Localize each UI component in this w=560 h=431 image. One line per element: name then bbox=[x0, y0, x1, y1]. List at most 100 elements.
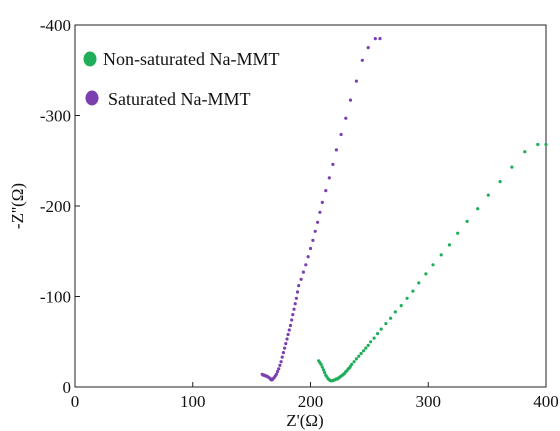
data-point bbox=[536, 142, 540, 147]
data-point bbox=[285, 337, 289, 341]
x-axis: 0 100 200 300 400 bbox=[71, 382, 559, 411]
y-tick-label: 0 bbox=[63, 378, 72, 397]
data-point bbox=[348, 98, 353, 102]
series-saturated bbox=[260, 37, 382, 382]
data-point bbox=[320, 200, 324, 204]
x-tick-label: 300 bbox=[416, 392, 442, 411]
data-point bbox=[284, 342, 288, 346]
data-point bbox=[339, 132, 343, 137]
data-point bbox=[275, 370, 280, 374]
x-axis-title: Z'(Ω) bbox=[286, 411, 323, 430]
data-point bbox=[393, 310, 397, 314]
data-point bbox=[373, 37, 377, 41]
data-point bbox=[361, 349, 366, 353]
data-point bbox=[280, 355, 284, 359]
data-point bbox=[324, 189, 328, 193]
data-point bbox=[486, 193, 490, 197]
data-point bbox=[417, 281, 421, 285]
data-point bbox=[323, 370, 327, 375]
legend-label-non-saturated: Non-saturated Na-MMT bbox=[103, 49, 279, 69]
data-point bbox=[439, 253, 443, 257]
x-tick-label: 400 bbox=[533, 392, 559, 411]
data-point bbox=[523, 150, 527, 154]
y-tick-label: -400 bbox=[40, 16, 71, 35]
data-point bbox=[379, 327, 383, 331]
data-point bbox=[334, 148, 338, 152]
data-point bbox=[405, 296, 409, 300]
data-point bbox=[288, 323, 293, 328]
legend-marker-non-saturated bbox=[83, 51, 97, 67]
data-point bbox=[311, 238, 315, 242]
data-point bbox=[465, 219, 469, 223]
data-point bbox=[316, 220, 320, 224]
series-non-saturated bbox=[317, 142, 548, 383]
data-point bbox=[286, 332, 290, 337]
data-point bbox=[364, 346, 368, 350]
x-tick-label: 0 bbox=[71, 392, 80, 411]
data-point bbox=[308, 246, 313, 251]
data-point bbox=[424, 272, 428, 276]
legend: Non-saturated Na-MMT Saturated Na-MMT bbox=[83, 49, 279, 109]
data-point bbox=[354, 79, 358, 83]
data-point bbox=[431, 263, 435, 267]
data-point bbox=[357, 354, 361, 358]
plot-frame bbox=[74, 24, 547, 388]
data-point bbox=[290, 318, 294, 322]
legend-item-non-saturated: Non-saturated Na-MMT bbox=[83, 49, 279, 69]
data-point bbox=[384, 322, 388, 326]
data-point bbox=[498, 180, 502, 184]
data-point bbox=[476, 207, 480, 211]
data-point bbox=[331, 162, 335, 166]
data-point bbox=[281, 351, 285, 355]
legend-marker-saturated bbox=[85, 90, 99, 106]
data-point bbox=[321, 368, 326, 372]
data-point bbox=[293, 302, 297, 306]
y-tick-label: -200 bbox=[40, 197, 71, 216]
data-point bbox=[352, 360, 356, 364]
data-point bbox=[297, 284, 301, 288]
data-point bbox=[510, 165, 514, 169]
data-point bbox=[278, 363, 282, 367]
data-point bbox=[350, 362, 354, 366]
data-point bbox=[369, 340, 373, 344]
data-point bbox=[359, 351, 363, 356]
y-axis: 0 -100 -200 -300 -400 bbox=[40, 16, 80, 397]
x-tick-label: 200 bbox=[298, 392, 324, 411]
data-point bbox=[279, 360, 283, 364]
data-point bbox=[447, 243, 451, 247]
data-point bbox=[295, 290, 300, 294]
data-point bbox=[399, 304, 403, 308]
data-point bbox=[411, 289, 415, 293]
data-point bbox=[294, 296, 298, 300]
data-point bbox=[327, 176, 331, 180]
data-point bbox=[354, 357, 358, 361]
data-point bbox=[320, 365, 324, 369]
data-point bbox=[277, 367, 281, 371]
data-point bbox=[301, 270, 305, 274]
data-point bbox=[389, 316, 393, 320]
data-point bbox=[366, 343, 370, 347]
data-point bbox=[306, 255, 310, 259]
data-point bbox=[283, 346, 287, 350]
data-point bbox=[456, 231, 460, 235]
data-point bbox=[372, 336, 376, 340]
data-point bbox=[291, 313, 295, 317]
legend-item-saturated: Saturated Na-MMT bbox=[85, 89, 250, 109]
data-point bbox=[319, 362, 323, 366]
data-point bbox=[376, 332, 380, 336]
data-point bbox=[318, 210, 322, 214]
data-point bbox=[366, 46, 370, 50]
data-point bbox=[292, 307, 296, 311]
data-point bbox=[313, 229, 317, 233]
data-point bbox=[299, 277, 303, 281]
data-point bbox=[360, 58, 364, 62]
legend-label-saturated: Saturated Na-MMT bbox=[108, 89, 250, 109]
data-point bbox=[378, 37, 382, 41]
y-axis-title: -Z''(Ω) bbox=[8, 183, 27, 229]
data-point bbox=[287, 328, 291, 332]
y-tick-label: -100 bbox=[40, 288, 71, 307]
y-tick-label: -300 bbox=[40, 107, 71, 126]
data-point bbox=[304, 263, 308, 267]
data-point bbox=[274, 372, 278, 376]
